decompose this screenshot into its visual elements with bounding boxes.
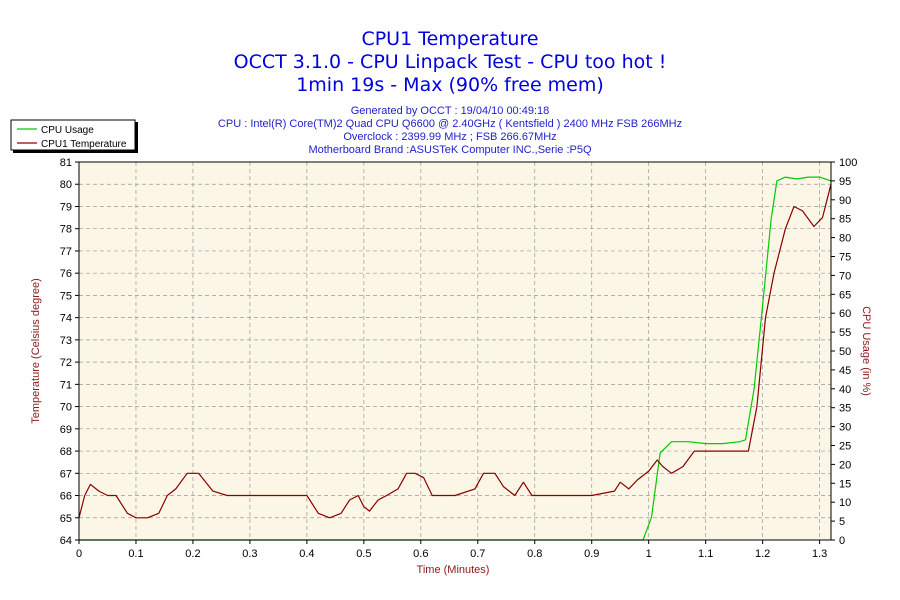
y-left-tick-label: 65 bbox=[60, 513, 72, 525]
y-left-axis-ticks: 64 65 66 67 68 69 70 71 72 73 74 75 76 77 78 79 80 81 bbox=[60, 157, 79, 547]
y-left-tick-label: 72 bbox=[60, 357, 72, 369]
x-tick-label: 0.7 bbox=[470, 548, 485, 560]
x-tick-label: 0.2 bbox=[185, 548, 200, 560]
series-layer bbox=[78, 176, 832, 541]
x-tick-label: 0.8 bbox=[527, 548, 542, 560]
x-tick-label: 1 bbox=[646, 548, 652, 560]
y-right-tick-label: 35 bbox=[839, 403, 851, 415]
series-line-cpu1-temperature bbox=[78, 184, 832, 519]
y-right-tick-label: 20 bbox=[839, 459, 851, 471]
legend-box bbox=[10, 119, 136, 151]
y-left-tick-label: 73 bbox=[60, 335, 72, 347]
y-right-tick-label: 80 bbox=[839, 233, 851, 245]
y-left-tick-label: 71 bbox=[60, 379, 72, 391]
chart-subtitle-duration: 1min 19s - Max (90% free mem) bbox=[296, 74, 604, 96]
x-tick-label: 0.9 bbox=[584, 548, 599, 560]
y-left-tick-label: 79 bbox=[60, 201, 72, 213]
info-motherboard: Motherboard Brand :ASUSTeK Computer INC.… bbox=[308, 144, 592, 156]
x-axis-label: Time (Minutes) bbox=[417, 564, 490, 576]
y-right-tick-label: 0 bbox=[839, 535, 845, 547]
y-right-tick-label: 65 bbox=[839, 289, 851, 301]
y-right-tick-label: 90 bbox=[839, 195, 851, 207]
series-line-cpu-usage bbox=[79, 176, 832, 541]
x-tick-label: 0.6 bbox=[413, 548, 428, 560]
y-left-tick-label: 77 bbox=[60, 246, 72, 258]
y-right-tick-label: 50 bbox=[839, 346, 851, 358]
info-overclock: Overclock : 2399.99 MHz ; FSB 266.67MHz bbox=[343, 131, 556, 143]
y-left-tick-label: 80 bbox=[60, 179, 72, 191]
x-tick-label: 0.4 bbox=[299, 548, 314, 560]
y-left-tick-label: 68 bbox=[60, 446, 72, 458]
grid bbox=[79, 162, 831, 540]
y-left-tick-label: 76 bbox=[60, 268, 72, 280]
x-tick-label: 1.2 bbox=[755, 548, 770, 560]
x-tick-label: 0.5 bbox=[356, 548, 371, 560]
y-right-tick-label: 95 bbox=[839, 176, 851, 188]
x-tick-label: 0.1 bbox=[128, 548, 143, 560]
legend: CPU Usage CPU1 Temperature bbox=[10, 119, 138, 153]
x-tick-label: 1.1 bbox=[698, 548, 713, 560]
y-left-tick-label: 81 bbox=[60, 157, 72, 169]
y-right-axis-ticks: 0 5 10 15 20 25 30 35 40 45 50 55 60 65 70 75 80 85 90 95 10… bbox=[831, 157, 857, 547]
y-left-tick-label: 78 bbox=[60, 224, 72, 236]
chart-subtitle: OCCT 3.1.0 - CPU Linpack Test - CPU too … bbox=[234, 51, 667, 73]
y-right-tick-label: 75 bbox=[839, 252, 851, 264]
x-tick-label: 0 bbox=[76, 548, 82, 560]
x-axis-ticks: 0 0.1 0.2 0.3 0.4 0.5 0.6 0.7 0.8 0.9 1 1.1 1.2 1.3 bbox=[76, 540, 827, 560]
y-right-tick-label: 85 bbox=[839, 214, 851, 226]
y-right-tick-label: 60 bbox=[839, 308, 851, 320]
y-right-tick-label: 55 bbox=[839, 327, 851, 339]
y-left-tick-label: 69 bbox=[60, 424, 72, 436]
info-generated: Generated by OCCT : 19/04/10 00:49:18 bbox=[351, 105, 550, 117]
chart-title: CPU1 Temperature bbox=[361, 28, 538, 50]
y-right-tick-label: 30 bbox=[839, 422, 851, 434]
y-left-tick-label: 64 bbox=[60, 535, 72, 547]
y-left-axis-label: Temperature (Celsius degree) bbox=[30, 278, 42, 424]
x-tick-label: 0.3 bbox=[242, 548, 257, 560]
y-right-tick-label: 70 bbox=[839, 270, 851, 282]
plot-area bbox=[79, 162, 831, 540]
info-cpu: CPU : Intel(R) Core(TM)2 Quad CPU Q6600 … bbox=[218, 118, 682, 130]
y-right-tick-label: 15 bbox=[839, 478, 851, 490]
y-right-tick-label: 100 bbox=[839, 157, 857, 169]
y-right-tick-label: 10 bbox=[839, 497, 851, 509]
y-left-tick-label: 75 bbox=[60, 290, 72, 302]
y-right-tick-label: 25 bbox=[839, 441, 851, 453]
y-left-tick-label: 70 bbox=[60, 402, 72, 414]
legend-label-cpu-usage: CPU Usage bbox=[41, 125, 94, 136]
y-right-axis-label: CPU Usage (in %) bbox=[860, 306, 872, 396]
y-right-tick-label: 45 bbox=[839, 365, 851, 377]
x-tick-label: 1.3 bbox=[812, 548, 827, 560]
y-right-tick-label: 5 bbox=[839, 516, 845, 528]
y-left-tick-label: 74 bbox=[60, 313, 72, 325]
legend-label-cpu1-temperature: CPU1 Temperature bbox=[41, 139, 127, 150]
y-left-tick-label: 66 bbox=[60, 491, 72, 503]
y-left-tick-label: 67 bbox=[60, 468, 72, 480]
y-right-tick-label: 40 bbox=[839, 384, 851, 396]
